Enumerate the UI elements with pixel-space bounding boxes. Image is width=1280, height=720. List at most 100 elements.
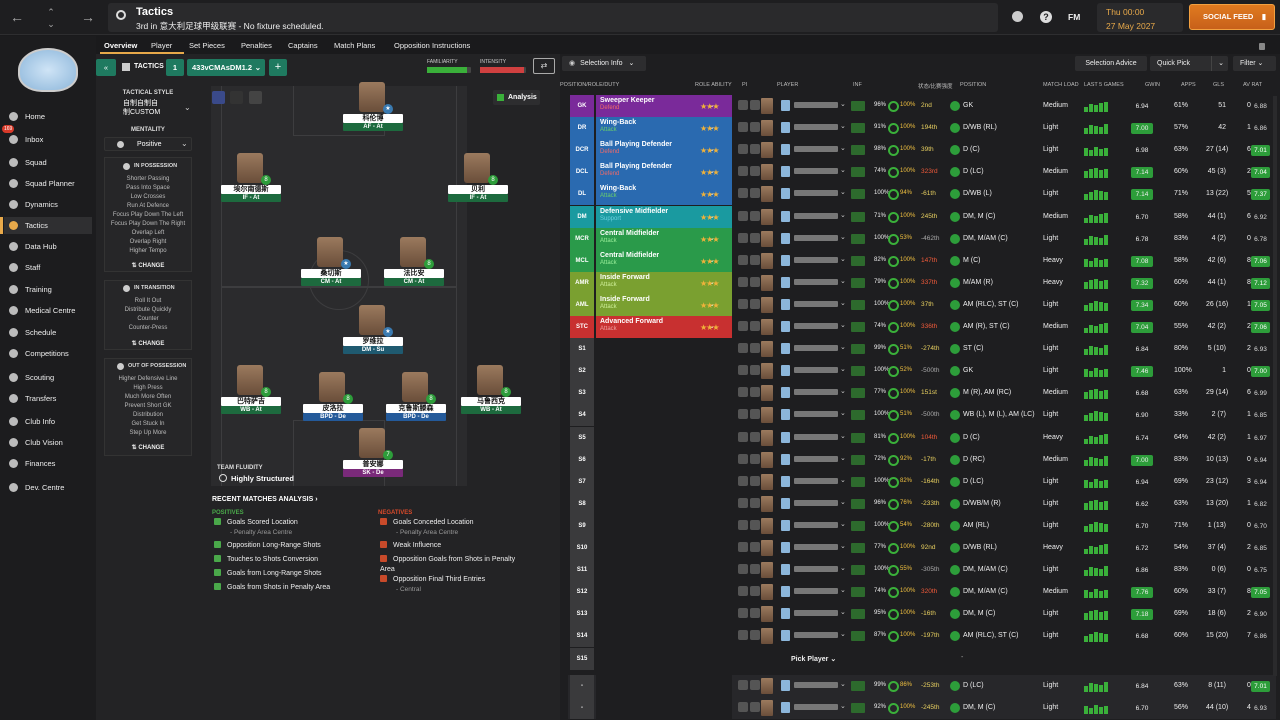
player-name[interactable] [794, 190, 838, 197]
position-code[interactable]: S4 [570, 404, 594, 427]
table-row[interactable]: DM Defensive Midfielder Support ⌄ ★★★ ⌄ 71% 100… [568, 205, 1276, 228]
player-instructions-icon[interactable] [738, 519, 748, 530]
header-role-ability[interactable]: ROLE ABILITY [695, 82, 732, 88]
sidebar-item-finances[interactable]: Finances [4, 455, 92, 472]
header-apps[interactable]: APPS [1181, 82, 1196, 88]
table-row[interactable]: S3 ⌄ 77% 100% 151st M (R), AM (RC) Medium 6.68 6… [568, 382, 1276, 405]
table-row[interactable]: S8 ⌄ 96% 76% -233th D/WB/M (R) Light 6.62 63% 13 … [568, 492, 1276, 515]
date-box[interactable]: Thu 00:00 27 May 2027 [1097, 3, 1183, 32]
table-row[interactable]: DL Wing-Back Attack ⌄ ★★★ ⌄ 100% 94% -61th D/WB (… [568, 183, 1276, 206]
role-duty[interactable]: Ball Playing Defender Defend ⌄ [596, 161, 732, 184]
header-last5[interactable]: LAST 5 GAMES [1084, 82, 1124, 88]
player-name[interactable] [794, 389, 838, 396]
chevron-down-icon[interactable]: ⌄ [840, 233, 846, 241]
player-name[interactable] [794, 124, 838, 131]
chevron-up-icon[interactable]: ⌃ [47, 7, 55, 17]
table-row[interactable]: S9 ⌄ 100% 54% -280th AM (RL) Light 6.70 71% 1 (13… [568, 514, 1276, 537]
player-name[interactable] [794, 367, 838, 374]
sidebar-item-medical-centre[interactable]: Medical Centre [4, 302, 92, 319]
player-name[interactable] [794, 521, 838, 528]
duty-icon[interactable] [750, 542, 760, 552]
position-code[interactable]: S12 [570, 581, 594, 604]
chevron-down-icon[interactable]: ⌄ [840, 476, 846, 484]
position-code[interactable]: S7 [570, 470, 594, 493]
position-code[interactable]: S1 [570, 338, 594, 361]
player-name[interactable] [794, 499, 838, 506]
table-row[interactable]: - ⌄ 92% 100% -245th DM, M (C) Light 6.70 56% 44 (… [568, 696, 1276, 719]
negative-item[interactable]: Opposition Final Third Entries [380, 575, 530, 585]
position-code[interactable]: S2 [570, 360, 594, 383]
role-duty[interactable]: Inside Forward Attack ⌄ [596, 271, 732, 294]
duty-icon[interactable] [750, 519, 760, 530]
table-row[interactable]: AML Inside Forward Attack ⌄ ★★★ ⌄ 100% 100% 37th… [568, 293, 1276, 316]
back-arrow-icon[interactable]: ← [10, 9, 24, 25]
player-instructions-icon[interactable] [738, 276, 748, 287]
table-row[interactable]: S5 ⌄ 81% 100% 104th D (C) Heavy 6.74 64% 42 (2) 1 6… [568, 426, 1276, 449]
out-of-possession-box[interactable] [104, 358, 192, 456]
table-row[interactable]: - ⌄ 99% 86% -253th D (LC) Light 6.84 63% 8 (11) 0 7… [568, 674, 1276, 697]
help-icon[interactable]: ? [1040, 11, 1052, 23]
header-av-rat[interactable]: AV RAT [1243, 82, 1263, 88]
position-code[interactable]: DCL [570, 161, 594, 184]
duty-icon[interactable] [750, 254, 760, 265]
player-instructions-icon[interactable] [738, 387, 748, 398]
table-row[interactable]: AMR Inside Forward Attack ⌄ ★★★ ⌄ 79% 100% 337th… [568, 271, 1276, 294]
bar-chart-icon[interactable] [230, 91, 243, 104]
player-instructions-icon[interactable] [738, 188, 748, 199]
chevron-down-icon[interactable]: ⌄ [840, 520, 846, 528]
swap-icon[interactable]: ⇄ [533, 58, 555, 74]
sidebar-item-squad[interactable]: Squad [4, 154, 92, 171]
player-instructions-icon[interactable] [738, 343, 748, 354]
duty-icon[interactable] [750, 475, 760, 486]
duty-icon[interactable] [750, 497, 760, 508]
duty-icon[interactable] [750, 453, 760, 464]
player-instructions-icon[interactable] [738, 409, 748, 420]
table-row[interactable]: DCR Ball Playing Defender Defend ⌄ ★★★ ⌄ 98% 10… [568, 139, 1276, 162]
sidebar-item-home[interactable]: Home [4, 108, 92, 125]
position-code[interactable]: S6 [570, 448, 594, 471]
player-name[interactable] [794, 146, 838, 153]
position-code[interactable]: MCR [570, 227, 594, 250]
position-code[interactable]: S8 [570, 492, 594, 515]
player-instructions-icon[interactable] [738, 365, 748, 376]
position-code[interactable]: AMR [570, 271, 594, 294]
fm-menu[interactable]: FM [1068, 12, 1081, 22]
sidebar-item-competitions[interactable]: Competitions [4, 345, 92, 362]
sidebar-item-dynamics[interactable]: Dynamics [4, 196, 92, 213]
swap-vertical-icon[interactable] [249, 91, 262, 104]
tactic-name-dropdown[interactable]: 433vCMAsDM1.2 ⌄ [187, 59, 265, 76]
chevron-down-icon[interactable]: ⌄ [840, 167, 846, 175]
chevron-down-icon[interactable]: ⌄ [840, 543, 846, 550]
position-code[interactable]: S15 [570, 647, 594, 670]
role-duty[interactable]: Central Midfielder Attack ⌄ [596, 249, 732, 272]
sidebar-item-schedule[interactable]: Schedule [4, 324, 92, 341]
player-name[interactable] [794, 102, 838, 108]
player-name[interactable] [794, 588, 838, 595]
player-instructions-icon[interactable] [738, 564, 748, 575]
duty-icon[interactable] [750, 166, 760, 177]
chevron-down-icon[interactable]: ⌄ [840, 366, 846, 374]
player-instructions-icon[interactable] [738, 166, 748, 177]
chevron-down-icon[interactable]: ⌄ [840, 255, 846, 263]
negative-item[interactable]: Goals Conceded Location [380, 518, 530, 528]
chevron-down-icon[interactable]: ⌄ [840, 277, 846, 285]
role-duty[interactable]: Advanced Forward Attack ⌄ [596, 316, 732, 338]
table-row[interactable]: S13 ⌄ 95% 100% -16th DM, M (C) Light 7.18 69% 18 … [568, 603, 1276, 626]
chevron-down-icon[interactable]: ⌄ [840, 322, 846, 329]
header-gls[interactable]: GLS [1213, 82, 1225, 88]
tab-opposition-instructions[interactable]: Opposition Instructions [394, 41, 471, 50]
sidebar-item-staff[interactable]: Staff [4, 259, 92, 276]
sidebar-item-transfers[interactable]: Transfers [4, 390, 92, 407]
position-code[interactable]: DCR [570, 139, 594, 162]
player-instructions-icon[interactable] [738, 475, 748, 486]
in-possession-box[interactable] [104, 157, 192, 272]
player-name[interactable] [794, 632, 838, 639]
sidebar-item-data-hub[interactable]: Data Hub [4, 238, 92, 255]
header-pi[interactable]: PI [742, 82, 748, 88]
table-row[interactable]: GK Sweeper Keeper Defend ⌄ ★★★ ⌄ 96% 100% 2nd GK M… [568, 95, 1276, 117]
positive-item[interactable]: Goals Scored Location [214, 518, 364, 528]
duty-icon[interactable] [750, 144, 760, 155]
table-row[interactable]: S14 ⌄ 87% 100% -197th AM (RLC), ST (C) Light 6.… [568, 625, 1276, 648]
analysis-button[interactable]: Analysis [493, 90, 540, 105]
duty-icon[interactable] [750, 608, 760, 619]
